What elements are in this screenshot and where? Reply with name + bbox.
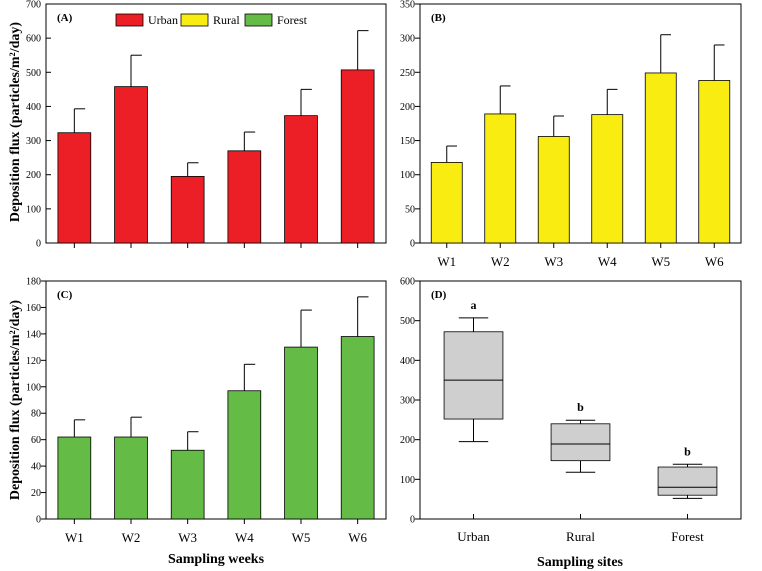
panel-c-ytick-label: 40 [31, 462, 41, 473]
panel-b-bar [537, 136, 570, 244]
panel-c-bar [114, 436, 148, 520]
panel-b-label: (B) [431, 12, 446, 24]
panel-a-ytick-label: 100 [26, 204, 41, 215]
panel-d-box [443, 331, 504, 420]
panel-d-box [550, 423, 611, 462]
panel-a-bar [57, 132, 92, 244]
panel-c-bar [284, 346, 318, 520]
panel-a: 0 100 200 300 400 500 600 700 (A) [26, 0, 387, 250]
panel-c-ytick-label: 120 [26, 356, 41, 367]
legend-label-forest: Forest [277, 13, 308, 27]
panel-c-ytick-label: 140 [26, 329, 41, 340]
panel-a-ytick-label: 300 [26, 136, 41, 147]
panel-b-ytick-label: 300 [400, 34, 415, 45]
panel-a-ytick-label: 0 [36, 239, 41, 250]
panel-d: 0 100 200 300 400 500 600 (D) a Urban b Rural b Fores… [400, 277, 742, 544]
panel-b-ytick-label: 200 [400, 102, 415, 113]
panel-c-bar [170, 449, 205, 520]
panel-b-ytick-label: 100 [400, 170, 415, 181]
panel-c-xtick-label: W2 [122, 530, 141, 545]
panel-b-xtick-label: W3 [544, 254, 563, 269]
legend-swatch-rural [180, 13, 209, 27]
panel-a-bar [114, 86, 148, 244]
x-axis-title-weeks: Sampling weeks [168, 552, 265, 567]
panel-c-bar [57, 436, 92, 520]
panel-b-ytick-label: 250 [400, 68, 415, 79]
panel-a-ytick-label: 200 [26, 170, 41, 181]
panel-c-ytick-label: 80 [31, 409, 41, 420]
panel-a-bar [284, 115, 318, 244]
legend-swatch-forest [244, 13, 273, 27]
panel-b-bar [698, 80, 731, 244]
panel-b-frame [419, 3, 742, 244]
legend: Urban Rural Forest [115, 13, 308, 27]
panel-b-ytick-label: 0 [410, 239, 415, 250]
panel-a-ytick-label: 400 [26, 102, 41, 113]
panel-c-ytick-label: 0 [36, 515, 41, 526]
panel-c-bar [340, 336, 375, 520]
y-axis-title-top: Deposition flux (particles/m²/day) [8, 22, 23, 223]
panel-a-ytick-label: 500 [26, 68, 41, 79]
x-axis-title-sites: Sampling sites [537, 555, 624, 570]
legend-label-rural: Rural [213, 13, 240, 27]
panel-b-ytick-label: 350 [400, 0, 415, 11]
panel-d-box [657, 466, 718, 496]
panel-b-ytick-label: 50 [405, 204, 415, 215]
panel-c-ytick-label: 160 [26, 303, 41, 314]
panel-d-ytick-label: 600 [400, 277, 415, 288]
panel-c-bar [227, 390, 262, 520]
legend-swatch-urban [115, 13, 144, 27]
panel-d-ytick-label: 100 [400, 475, 415, 486]
panel-d-significance-letter: a [471, 298, 477, 312]
panel-c-ytick-label: 180 [26, 277, 41, 288]
panel-c-ytick-label: 100 [26, 382, 41, 393]
panel-a-ytick-label: 700 [26, 0, 41, 11]
panel-d-ytick-label: 500 [400, 316, 415, 327]
panel-d-ytick-label: 200 [400, 435, 415, 446]
panel-d-label: (D) [431, 289, 447, 301]
panel-b: 0 50 100 150 200 250 300 350 (B) W1 W2 W3 W4 W5 W6 [400, 0, 742, 269]
panel-d-xtick-label: Urban [457, 529, 490, 544]
panel-c-frame [45, 280, 387, 520]
panel-c-xtick-label: W5 [292, 530, 311, 545]
panel-b-xtick-label: W4 [598, 254, 617, 269]
panel-b-bar [644, 72, 677, 244]
legend-label-urban: Urban [148, 13, 178, 27]
panel-c-ytick-label: 60 [31, 435, 41, 446]
y-axis-title-bottom: Deposition flux (particles/m²/day) [8, 300, 23, 501]
panel-c-xtick-label: W6 [348, 530, 367, 545]
panel-c-label: (C) [57, 289, 73, 301]
panel-b-bar [591, 114, 624, 244]
panel-b-xtick-label: W1 [437, 254, 456, 269]
panel-d-significance-letter: b [684, 444, 691, 458]
panel-b-bar [430, 162, 463, 244]
panel-a-bar [227, 150, 262, 244]
panel-d-xtick-label: Rural [566, 529, 595, 544]
panel-d-ytick-label: 0 [410, 515, 415, 526]
panel-c-xtick-label: W4 [235, 530, 254, 545]
panel-d-ytick-label: 300 [400, 396, 415, 407]
panel-c-ytick-label: 20 [31, 488, 41, 499]
panel-d-xtick-label: Forest [671, 529, 704, 544]
panel-a-ytick-label: 600 [26, 34, 41, 45]
panel-b-ytick-label: 150 [400, 136, 415, 147]
panel-a-label: (A) [57, 12, 73, 24]
panel-b-xtick-label: W6 [705, 254, 724, 269]
panel-b-xtick-label: W2 [491, 254, 510, 269]
panel-b-xtick-label: W5 [651, 254, 670, 269]
panel-b-bar [484, 113, 517, 244]
panel-d-ytick-label: 400 [400, 356, 415, 367]
panel-c-xtick-label: W3 [178, 530, 197, 545]
panel-a-bar [170, 176, 205, 244]
panel-c-xtick-label: W1 [65, 530, 84, 545]
panel-c: 0 20 40 60 80 100 120 140 160 180 (C) W1 W2 W3 W4 W5 W6 [26, 277, 387, 545]
panel-a-frame [45, 3, 387, 244]
panel-a-bar [340, 69, 375, 244]
panel-d-significance-letter: b [577, 400, 584, 414]
